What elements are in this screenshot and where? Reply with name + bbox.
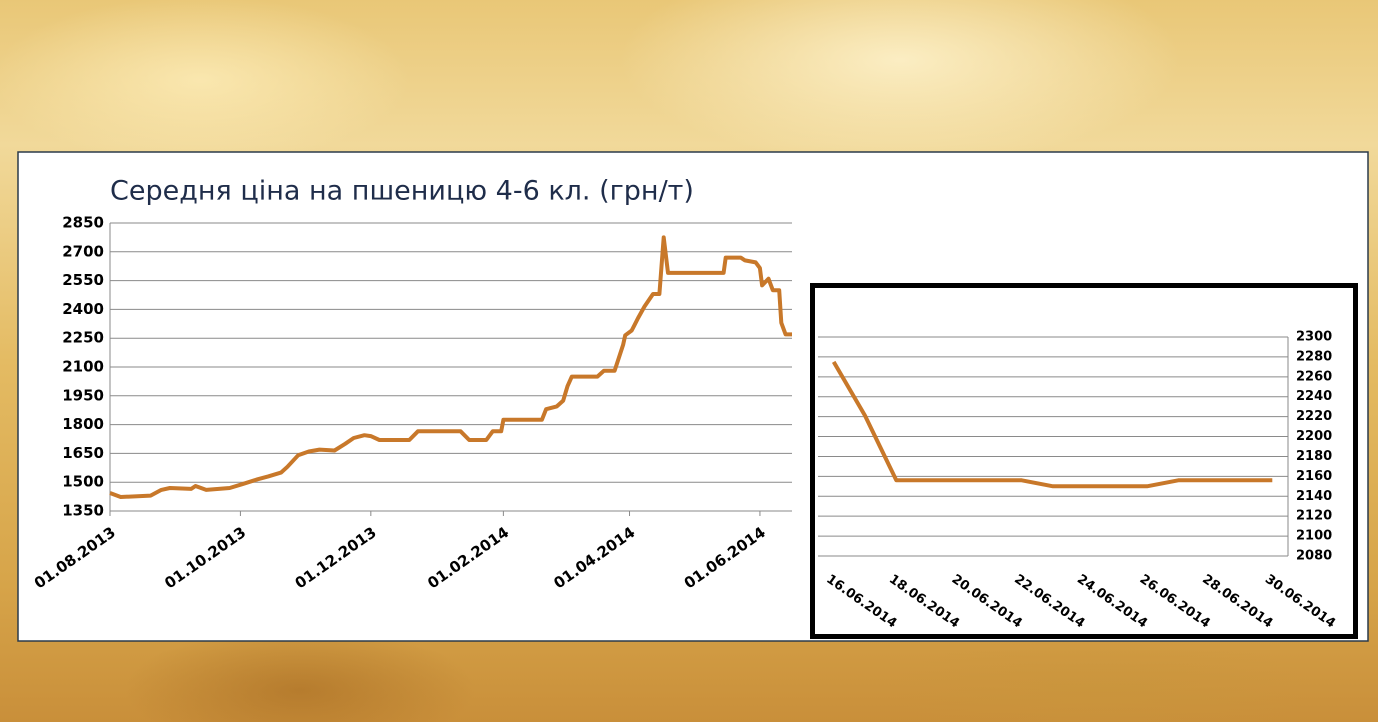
y-tick-label: 2200 [1296,429,1332,444]
chart-title: Середня ціна на пшеницю 4-6 кл. (грн/т) [110,176,694,207]
y-tick-label: 1800 [62,415,104,433]
page: {"chart_data": [ {"type": "line", "title… [0,0,1378,722]
chart-canvas: Середня ціна на пшеницю 4-6 кл. (грн/т) … [0,0,1378,722]
y-tick-label: 2080 [1296,549,1332,564]
y-tick-label: 2220 [1296,409,1332,424]
y-tick-label: 1350 [62,502,104,520]
y-tick-label: 2180 [1296,449,1332,464]
y-tick-label: 2260 [1296,369,1332,384]
y-tick-label: 2850 [62,214,104,232]
y-tick-label: 2140 [1296,489,1332,504]
y-tick-label: 2120 [1296,509,1332,524]
y-tick-label: 2280 [1296,349,1332,364]
y-tick-label: 1950 [62,386,104,404]
y-tick-label: 2550 [62,271,104,289]
y-tick-label: 2240 [1296,389,1332,404]
y-tick-label: 1650 [62,444,104,462]
y-tick-label: 2100 [62,358,104,376]
y-tick-label: 1500 [62,473,104,491]
y-tick-label: 2400 [62,300,104,318]
y-tick-label: 2250 [62,329,104,347]
y-tick-label: 2160 [1296,469,1332,484]
y-tick-label: 2100 [1296,529,1332,544]
y-tick-label: 2300 [1296,330,1332,345]
y-tick-label: 2700 [62,242,104,260]
